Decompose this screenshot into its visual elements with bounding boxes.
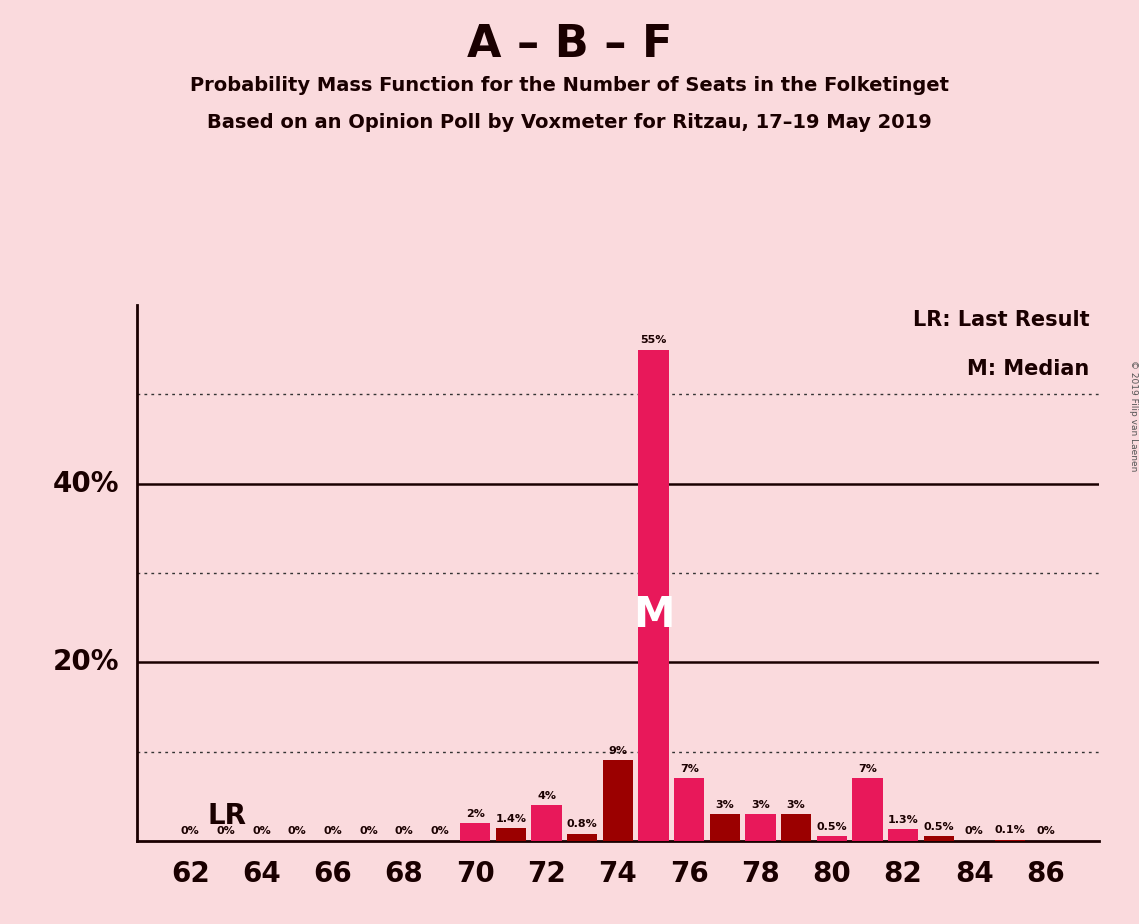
Text: 4%: 4% <box>538 791 556 800</box>
Text: Probability Mass Function for the Number of Seats in the Folketinget: Probability Mass Function for the Number… <box>190 76 949 95</box>
Text: M: Median: M: Median <box>967 359 1090 379</box>
Text: 3%: 3% <box>787 799 805 809</box>
Bar <box>532 805 562 841</box>
Text: 7%: 7% <box>858 764 877 774</box>
Bar <box>495 828 526 841</box>
Bar <box>781 814 811 841</box>
Text: 0%: 0% <box>323 826 342 836</box>
Text: LR: LR <box>208 802 247 830</box>
Text: 0%: 0% <box>181 826 199 836</box>
Text: 0%: 0% <box>288 826 306 836</box>
Text: 0.5%: 0.5% <box>924 822 954 832</box>
Text: LR: Last Result: LR: Last Result <box>912 310 1090 330</box>
Text: 0%: 0% <box>1036 826 1055 836</box>
Text: M: M <box>633 594 674 636</box>
Text: 7%: 7% <box>680 764 698 774</box>
Text: 55%: 55% <box>640 335 666 346</box>
Text: 0%: 0% <box>431 826 449 836</box>
Text: 0.8%: 0.8% <box>567 820 598 829</box>
Text: 0.1%: 0.1% <box>994 825 1025 835</box>
Bar <box>460 823 491 841</box>
Text: 3%: 3% <box>715 799 735 809</box>
Text: A – B – F: A – B – F <box>467 23 672 67</box>
Bar <box>924 836 953 841</box>
Text: 0%: 0% <box>252 826 271 836</box>
Text: 9%: 9% <box>608 746 628 756</box>
Text: 3%: 3% <box>751 799 770 809</box>
Bar <box>852 778 883 841</box>
Text: 0.5%: 0.5% <box>817 822 847 832</box>
Text: 1.4%: 1.4% <box>495 814 526 824</box>
Text: 2%: 2% <box>466 808 485 819</box>
Text: 20%: 20% <box>54 649 120 676</box>
Bar <box>817 836 847 841</box>
Bar <box>710 814 740 841</box>
Bar <box>888 829 918 841</box>
Text: Based on an Opinion Poll by Voxmeter for Ritzau, 17–19 May 2019: Based on an Opinion Poll by Voxmeter for… <box>207 113 932 132</box>
Text: 0%: 0% <box>394 826 413 836</box>
Bar <box>745 814 776 841</box>
Text: 1.3%: 1.3% <box>887 815 918 825</box>
Text: 0%: 0% <box>965 826 984 836</box>
Text: 40%: 40% <box>54 469 120 497</box>
Bar <box>674 778 704 841</box>
Bar <box>603 760 633 841</box>
Text: © 2019 Filip van Laenen: © 2019 Filip van Laenen <box>1129 360 1138 471</box>
Text: 0%: 0% <box>359 826 378 836</box>
Text: 0%: 0% <box>216 826 235 836</box>
Bar <box>567 833 598 841</box>
Bar <box>638 349 669 841</box>
